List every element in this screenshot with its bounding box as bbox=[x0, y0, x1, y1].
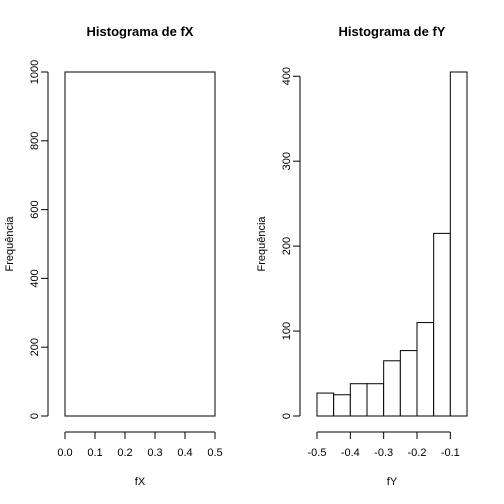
x-tick-label: 0.2 bbox=[117, 447, 132, 459]
histogram-bar-0 bbox=[316, 392, 335, 417]
bars-group bbox=[64, 71, 216, 417]
histogram-bar-1 bbox=[333, 394, 351, 417]
histogram-bar-6 bbox=[416, 322, 435, 417]
histogram-fy-panel: Histograma de fY fY Frequência -0.5 -0.4-… bbox=[256, 24, 468, 488]
chart-title: Histograma de fY bbox=[339, 24, 446, 39]
x-axis-label: fX bbox=[135, 476, 146, 488]
x-tick-label: 0.3 bbox=[147, 447, 162, 459]
histogram-fx-panel: Histograma de fX fX Frequência 0.0 0.1 0.2… bbox=[4, 24, 223, 488]
y-tick-label: 400 bbox=[29, 269, 41, 287]
histogram-bar-2 bbox=[349, 383, 368, 417]
histogram-bar-8 bbox=[449, 71, 468, 417]
histogram-bar-7 bbox=[433, 232, 451, 417]
histogram-bar-0 bbox=[64, 71, 216, 417]
y-tick-label: 300 bbox=[281, 152, 293, 170]
y-tick-label: 800 bbox=[29, 132, 41, 150]
x-tick-label: -0.2 bbox=[408, 447, 427, 459]
chart-title: Histograma de fX bbox=[87, 24, 194, 39]
histogram-bar-4 bbox=[383, 360, 401, 417]
x-tick-label: -0.3 bbox=[374, 447, 393, 459]
histogram-bar-3 bbox=[366, 383, 385, 417]
x-tick-label: 0.1 bbox=[87, 447, 102, 459]
x-tick-label: -0.4 bbox=[341, 447, 360, 459]
x-tick-label: -0.1 bbox=[441, 447, 460, 459]
y-tick-label: 0 bbox=[29, 413, 41, 419]
x-tick-label: 0.5 bbox=[207, 447, 222, 459]
y-tick-label: 400 bbox=[281, 67, 293, 85]
y-tick-label: 1000 bbox=[29, 60, 41, 84]
x-axis: 0.0 0.1 0.2 0.3 0.4 0.5 bbox=[57, 431, 223, 459]
y-tick-label: 200 bbox=[281, 237, 293, 255]
histogram-bar-5 bbox=[399, 350, 418, 417]
x-tick-label: 0.0 bbox=[57, 447, 72, 459]
y-axis-label: Frequência bbox=[256, 216, 268, 272]
bars-group bbox=[316, 71, 468, 417]
y-tick-label: 600 bbox=[29, 200, 41, 218]
y-tick-label: 100 bbox=[281, 322, 293, 340]
y-axis: 0 200 400 600 800 1000 bbox=[29, 60, 49, 419]
y-axis: 0 100 200 300 400 bbox=[281, 67, 301, 419]
x-axis-label: fY bbox=[387, 476, 398, 488]
y-tick-label: 200 bbox=[29, 338, 41, 356]
x-axis: -0.5 -0.4 -0.3 -0.2 -0.1 bbox=[308, 431, 460, 459]
y-axis-label: Frequência bbox=[4, 216, 16, 272]
y-tick-label: 0 bbox=[281, 413, 293, 419]
x-tick-label: -0.5 bbox=[308, 447, 327, 459]
x-tick-label: 0.4 bbox=[177, 447, 192, 459]
